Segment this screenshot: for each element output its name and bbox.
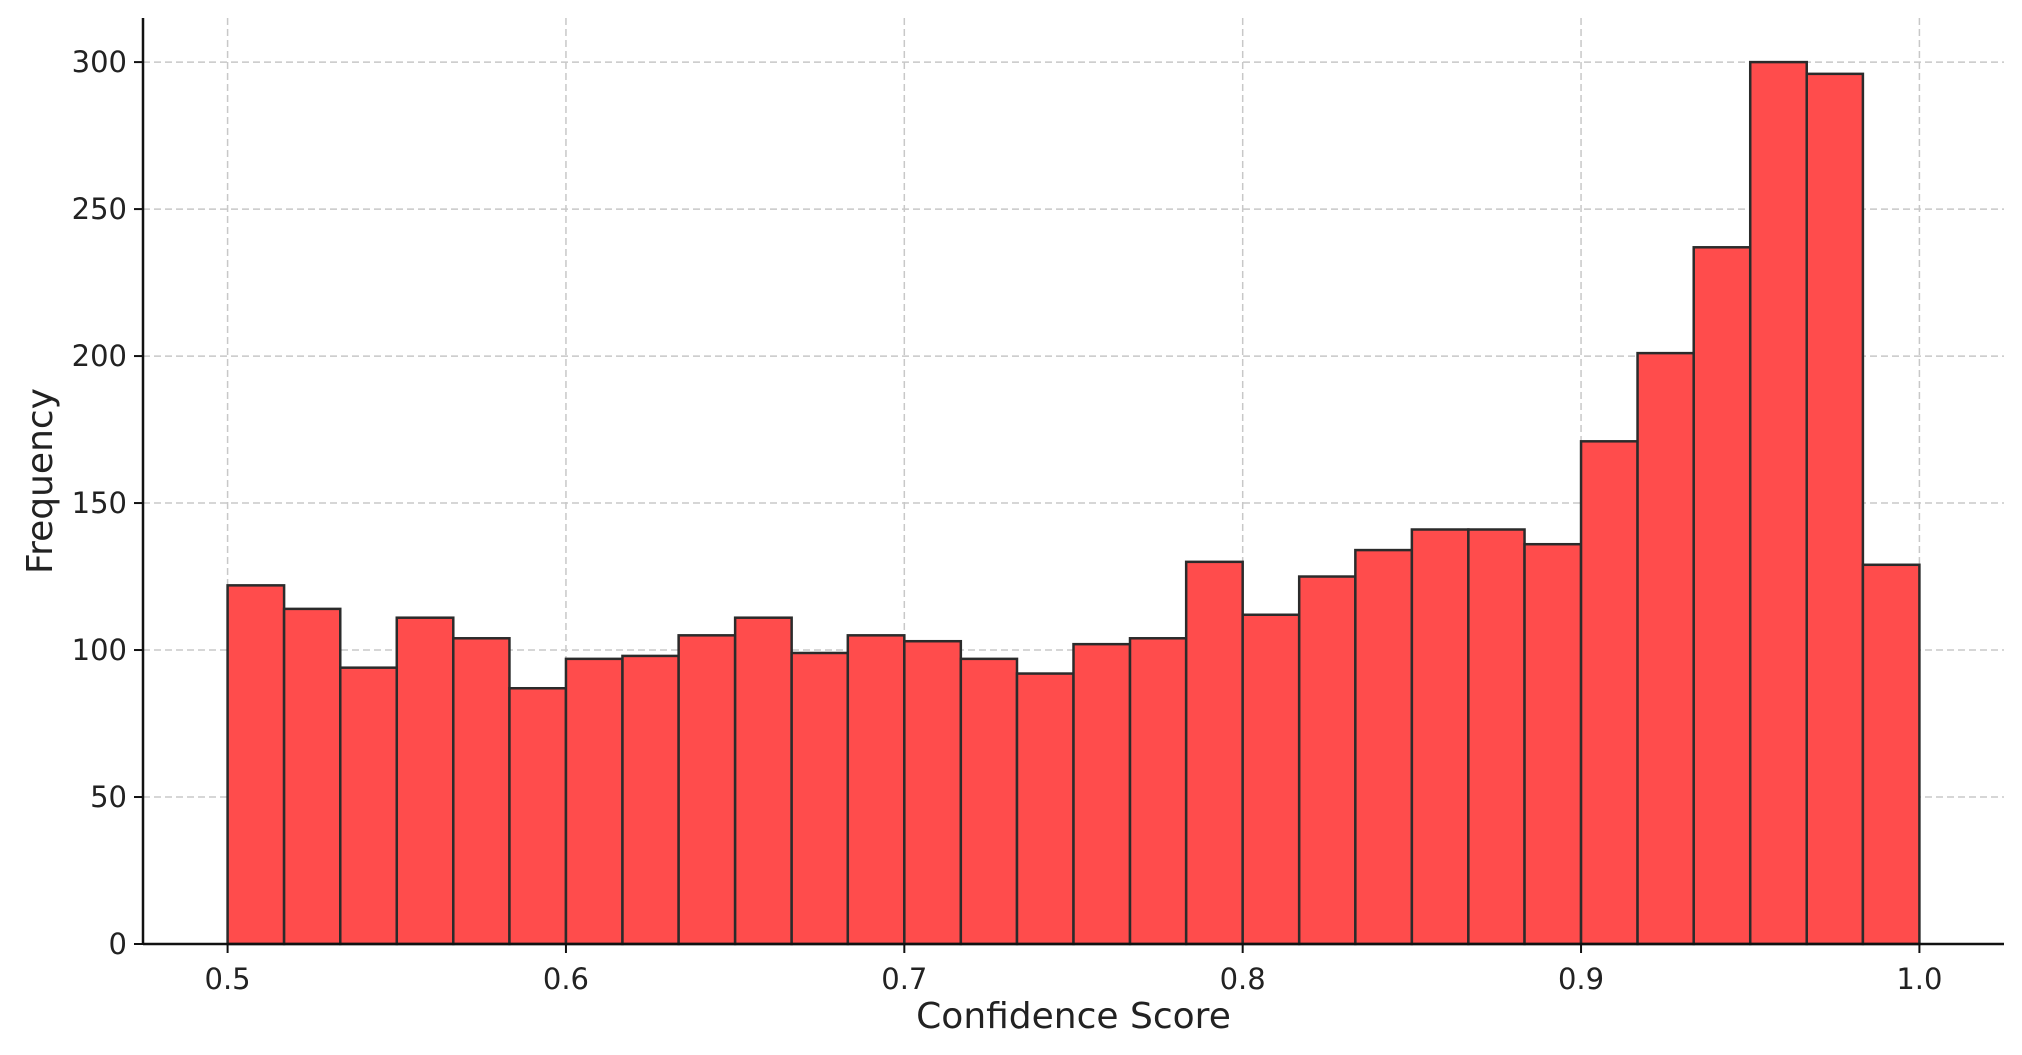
x-tick-label: 0.9 [1558, 962, 1604, 996]
histogram-bar [452, 637, 511, 946]
y-tick-label: 50 [90, 780, 127, 814]
histogram-bar [903, 639, 963, 946]
histogram-bar [1072, 642, 1132, 946]
histogram-bar [564, 657, 624, 946]
histogram-bar [1241, 613, 1301, 946]
histogram-bar [339, 666, 399, 946]
ticks-layer: 0.5 0.6 0.7 0.8 0.9 1.0 0 50 100 150 200 250 300 [72, 45, 1943, 996]
y-tick-label: 250 [72, 192, 127, 226]
x-tick-label: 0.7 [881, 962, 927, 996]
histogram-bar [1748, 60, 1808, 946]
bars-layer [226, 60, 1921, 946]
histogram-bar [1410, 528, 1470, 946]
histogram-bar [1636, 351, 1695, 946]
histogram-bar [226, 584, 286, 946]
x-tick-label: 0.5 [205, 962, 251, 996]
x-tick-label: 0.6 [543, 962, 589, 996]
histogram-bar [1128, 637, 1188, 946]
y-tick-label: 200 [72, 339, 127, 373]
histogram-bar [621, 654, 680, 946]
histogram-bar [282, 607, 342, 946]
histogram-bar [1467, 528, 1526, 946]
histogram-bar [1523, 542, 1583, 946]
histogram-bar [733, 616, 793, 946]
histogram-bar [1805, 72, 1865, 946]
y-tick-label: 100 [72, 633, 127, 667]
histogram-bar [1861, 563, 1921, 946]
y-axis-title: Frequency [20, 388, 61, 574]
x-tick-label: 0.8 [1220, 962, 1266, 996]
histogram-bar [508, 686, 568, 946]
x-axis-title: Confidence Score [916, 996, 1231, 1037]
histogram-bar [1015, 672, 1075, 946]
histogram-bar [1579, 440, 1639, 946]
y-tick-label: 0 [109, 927, 127, 961]
x-tick-label: 1.0 [1896, 962, 1942, 996]
y-tick-label: 150 [72, 486, 127, 520]
histogram-bar [1184, 560, 1244, 946]
histogram-bar [959, 657, 1019, 946]
y-tick-label: 300 [72, 45, 127, 79]
histogram-bar [846, 634, 906, 946]
histogram-bar [1354, 548, 1414, 946]
histogram-bar [790, 651, 850, 946]
histogram-bar [1297, 575, 1357, 946]
axes-layer [141, 18, 2004, 946]
histogram-bar [395, 616, 455, 946]
histogram-bar [1692, 246, 1752, 946]
histogram-bar [677, 634, 737, 946]
